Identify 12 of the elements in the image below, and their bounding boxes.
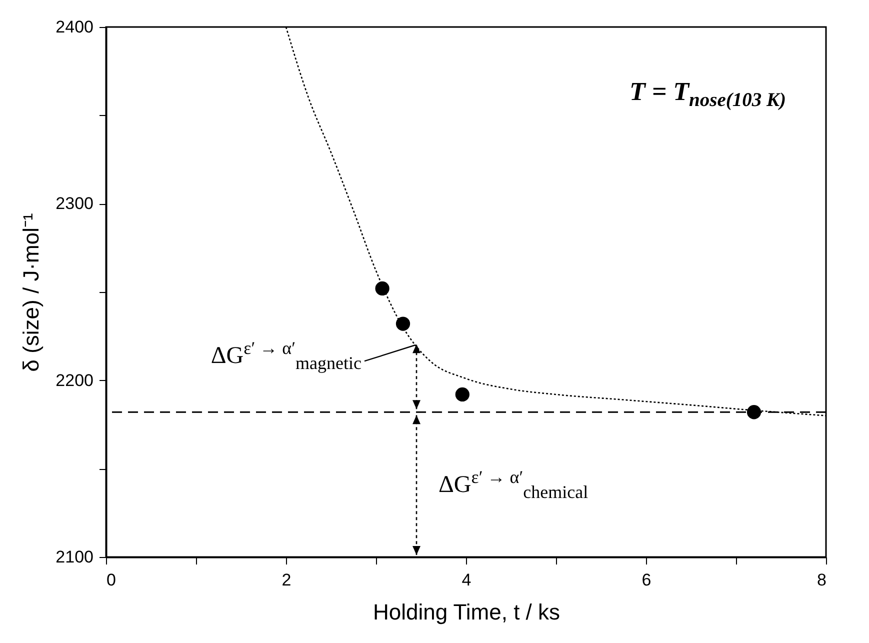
x-tick-label: 2 <box>282 570 292 590</box>
y-tick-label: 2200 <box>56 370 94 390</box>
x-tick-label: 6 <box>642 570 652 590</box>
y-tick-label: 2100 <box>56 548 94 566</box>
annotation: T = T$_{nose(103 K)}$ <box>629 77 786 112</box>
x-tick-label: 0 <box>106 570 116 590</box>
y-tick-label: 2400 <box>56 18 94 36</box>
y-tick-label: 2300 <box>56 194 94 214</box>
x-tick-label: 4 <box>462 570 472 590</box>
x-tick-label: 8 <box>817 570 826 590</box>
x-axis-title: Holding Time, t / ks <box>372 600 560 624</box>
y-axis-title: δ (size) / J·mol⁻¹ <box>18 213 44 372</box>
